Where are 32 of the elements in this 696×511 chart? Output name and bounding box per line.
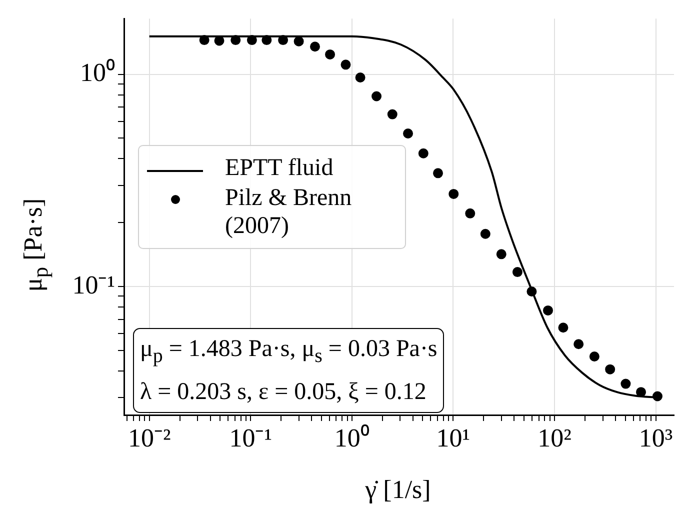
point [574,339,584,350]
point [340,60,351,70]
point [294,36,304,46]
point [605,364,616,374]
point [512,267,522,278]
point [589,351,600,362]
legend-label: Pilz & Brenn (2007) [225,184,353,240]
x-tick-label: 10⁻¹ [229,423,272,452]
point [372,91,382,102]
x-tick-label: 10³ [638,423,673,452]
point [310,42,320,52]
annotation: λ = 0.203 s, ε = 0.05, ξ = 0.12 [140,378,428,407]
point [325,49,336,60]
point [387,109,398,120]
annotation: μ$_{p}$ = 1.483 Pa·s, μ$_{s}$ = 0.03 Pa·s [140,335,438,369]
x-tick-label: 10⁻² [128,423,171,452]
x-tick-label: 10² [538,423,572,452]
point [448,188,459,199]
x-tick-label: 10¹ [436,423,470,452]
point [355,72,366,82]
point [542,305,553,316]
x-tick-label: 10⁰ [334,423,370,452]
legend-label: EPTT fluid [225,154,334,182]
x-axis-title: γ̇ [1/s] [365,475,431,505]
point [620,378,631,389]
point [403,128,414,138]
point [433,168,444,178]
point [480,228,490,239]
point [558,322,568,333]
point [465,208,476,218]
point [418,148,428,158]
point [496,249,506,260]
